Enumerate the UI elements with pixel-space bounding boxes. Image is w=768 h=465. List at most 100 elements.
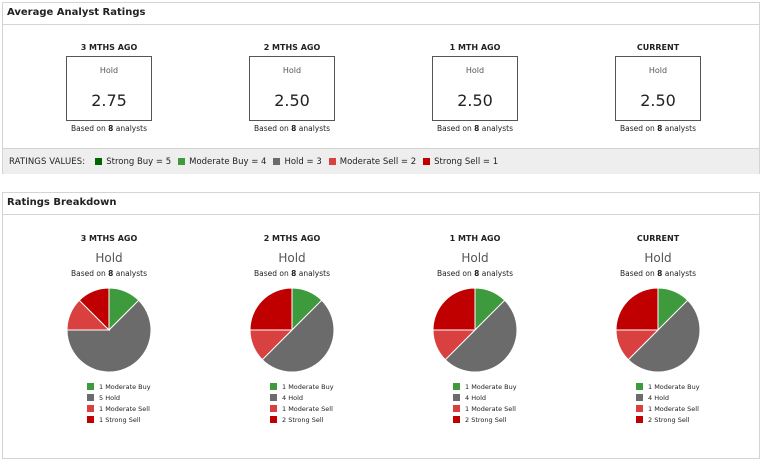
period-rating: Hold (278, 251, 306, 265)
pie-slice-hold (261, 299, 335, 373)
pie-legend-item: 2 Strong Sell (636, 414, 728, 425)
breakdown-period-current: CURRENT Hold Based on 8 analysts 1 Moder… (588, 234, 728, 425)
pie-slice-strong-sell (78, 287, 110, 332)
based-on-text: Based on 8 analysts (620, 269, 696, 278)
color-swatch (423, 158, 431, 165)
based-on-text: Based on 8 analysts (437, 124, 513, 133)
based-on-text: Based on 8 analysts (71, 269, 147, 278)
rating-label: Hold (465, 66, 485, 75)
pie-slice-hold (444, 299, 518, 373)
rating-box: Hold 2.50 (615, 56, 701, 121)
rating-value: 2.50 (274, 91, 310, 110)
rating-box: Hold 2.50 (432, 56, 518, 121)
ratings-pie-chart (249, 287, 335, 373)
pie-legend: 1 Moderate Buy 4 Hold 1 Moderate Sell 2 … (636, 381, 728, 425)
pie-legend-item: 2 Strong Sell (453, 414, 545, 425)
color-swatch (87, 383, 94, 390)
pie-slice-strong-sell (615, 287, 659, 331)
breakdown-period-3m: 3 MTHS AGO Hold Based on 8 analysts 1 Mo… (39, 234, 179, 425)
legend-strong-sell: Strong Sell = 1 (423, 157, 498, 167)
ratings-pie-chart (432, 287, 518, 373)
pie-legend-item: 4 Hold (453, 392, 545, 403)
pie-legend-item: 2 Strong Sell (270, 414, 362, 425)
color-swatch (273, 158, 281, 165)
color-swatch (87, 394, 94, 401)
pie-legend-item: 1 Moderate Sell (87, 403, 179, 414)
color-swatch (636, 383, 643, 390)
pie-legend-item: 1 Moderate Buy (270, 381, 362, 392)
color-swatch (636, 405, 643, 412)
average-ratings-header: Average Analyst Ratings (3, 3, 759, 25)
color-swatch (270, 383, 277, 390)
breakdown-period-2m: 2 MTHS AGO Hold Based on 8 analysts 1 Mo… (222, 234, 362, 425)
pie-slice-strong-sell (432, 287, 476, 331)
avg-period-3m: 3 MTHS AGO Hold 2.75 Based on 8 analysts (39, 43, 179, 133)
ratings-values-title: RATINGS VALUES: (9, 156, 86, 167)
legend-moderate-sell: Moderate Sell = 2 (328, 157, 416, 167)
period-title: 3 MTHS AGO (80, 234, 138, 243)
period-title: CURRENT (636, 43, 680, 52)
pie-legend: 1 Moderate Buy 4 Hold 1 Moderate Sell 2 … (453, 381, 545, 425)
pie-legend-item: 1 Moderate Buy (87, 381, 179, 392)
pie-legend: 1 Moderate Buy 4 Hold 1 Moderate Sell 2 … (270, 381, 362, 425)
color-swatch (270, 394, 277, 401)
color-swatch (636, 416, 643, 423)
avg-period-2m: 2 MTHS AGO Hold 2.50 Based on 8 analysts (222, 43, 362, 133)
color-swatch (95, 158, 103, 165)
pie-slice-hold (627, 299, 701, 373)
based-on-text: Based on 8 analysts (437, 269, 513, 278)
rating-value: 2.75 (91, 91, 127, 110)
period-title: 2 MTHS AGO (263, 43, 321, 52)
pie-legend-item: 1 Moderate Buy (453, 381, 545, 392)
pie-slice-hold (66, 299, 152, 373)
pie-legend-item: 1 Strong Sell (87, 414, 179, 425)
rating-box: Hold 2.75 (66, 56, 152, 121)
based-on-text: Based on 8 analysts (254, 269, 330, 278)
pie-legend-item: 5 Hold (87, 392, 179, 403)
breakdown-period-1m: 1 MTH AGO Hold Based on 8 analysts 1 Mod… (405, 234, 545, 425)
ratings-pie-chart (66, 287, 152, 373)
pie-legend-item: 4 Hold (636, 392, 728, 403)
based-on-text: Based on 8 analysts (620, 124, 696, 133)
pie-legend: 1 Moderate Buy 5 Hold 1 Moderate Sell 1 … (87, 381, 179, 425)
legend-strong-buy: Strong Buy = 5 (95, 157, 171, 167)
ratings-breakdown-panel: Ratings Breakdown 3 MTHS AGO Hold Based … (2, 192, 760, 459)
based-on-text: Based on 8 analysts (71, 124, 147, 133)
color-swatch (87, 416, 94, 423)
color-swatch (453, 383, 460, 390)
rating-box: Hold 2.50 (249, 56, 335, 121)
ratings-breakdown-header: Ratings Breakdown (3, 193, 759, 215)
color-swatch (270, 405, 277, 412)
period-title: CURRENT (636, 234, 680, 243)
avg-period-current: CURRENT Hold 2.50 Based on 8 analysts (588, 43, 728, 133)
period-title: 1 MTH AGO (449, 43, 501, 52)
avg-period-1m: 1 MTH AGO Hold 2.50 Based on 8 analysts (405, 43, 545, 133)
color-swatch (270, 416, 277, 423)
color-swatch (453, 405, 460, 412)
color-swatch (87, 405, 94, 412)
legend-moderate-buy: Moderate Buy = 4 (178, 157, 266, 167)
rating-label: Hold (648, 66, 668, 75)
pie-legend-item: 1 Moderate Sell (453, 403, 545, 414)
ratings-values-legend: RATINGS VALUES: Strong Buy = 5 Moderate … (3, 148, 759, 174)
average-ratings-panel: Average Analyst Ratings 3 MTHS AGO Hold … (2, 2, 760, 174)
period-title: 2 MTHS AGO (263, 234, 321, 243)
pie-legend-item: 1 Moderate Sell (636, 403, 728, 414)
period-title: 3 MTHS AGO (80, 43, 138, 52)
rating-value: 2.50 (457, 91, 493, 110)
pie-legend-item: 4 Hold (270, 392, 362, 403)
color-swatch (636, 394, 643, 401)
color-swatch (178, 158, 186, 165)
period-rating: Hold (95, 251, 123, 265)
ratings-pie-chart (615, 287, 701, 373)
pie-legend-item: 1 Moderate Sell (270, 403, 362, 414)
color-swatch (453, 416, 460, 423)
pie-slice-strong-sell (249, 287, 293, 331)
pie-legend-item: 1 Moderate Buy (636, 381, 728, 392)
rating-label: Hold (99, 66, 119, 75)
color-swatch (453, 394, 460, 401)
legend-hold: Hold = 3 (273, 157, 322, 167)
period-rating: Hold (644, 251, 672, 265)
color-swatch (328, 158, 336, 165)
period-title: 1 MTH AGO (449, 234, 501, 243)
